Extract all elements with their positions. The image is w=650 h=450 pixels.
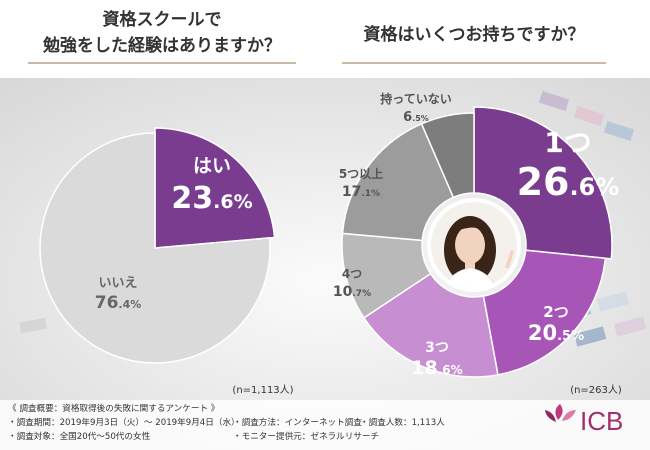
pie-slice-count-0: [473, 106, 613, 260]
slice-label-school-1: いいえ: [98, 276, 137, 291]
logo-petal-icon-3: [545, 410, 556, 422]
survey-period: ・調査期間：2019年9月3日（火）～ 2019年9月4日（水）: [8, 416, 240, 428]
slice-label-count-0: 1つ: [544, 126, 591, 159]
pie-slice-count-4: [341, 122, 455, 242]
slice-label-count-3: 4つ: [342, 267, 362, 281]
survey-heading: 《 調査概要：資格取得後の失敗に関するアンケート 》: [8, 402, 219, 414]
slice-label-count-5: 持っていない: [380, 91, 451, 106]
pie-slice-count-1: [482, 249, 607, 376]
footer-panel: [0, 400, 650, 450]
survey-count: ・調査人数：1,113人: [360, 416, 445, 428]
slice-value-school-1: 76.4%: [95, 293, 142, 313]
slice-value-count-4: 17.1%: [342, 184, 380, 200]
slice-label-count-4: 5つ以上: [339, 166, 383, 181]
pie-slice-school-0: [154, 127, 276, 249]
logo-petal-icon: [555, 404, 563, 420]
pie-slice-count-5: [420, 112, 475, 199]
right-sample-size: (n=263人): [570, 384, 622, 396]
survey-target: ・調査対象：全国20代～50代の女性: [8, 430, 151, 442]
slice-value-school-0: 23.6%: [171, 181, 252, 216]
slice-value-count-3: 10.7%: [333, 284, 371, 300]
slice-label-count-2: 3つ: [425, 340, 449, 356]
slice-value-count-5: 6.5%: [403, 110, 429, 125]
right-title: 資格はいくつお持ちですか？: [364, 24, 585, 45]
slice-value-count-1: 20.5%: [528, 321, 584, 345]
pie-chart-school-experience: はい 23.6% いいえ 76.4%: [39, 127, 276, 364]
survey-provider: ・モニター提供元：ゼネラルリサーチ: [233, 430, 379, 442]
header-band: [0, 0, 650, 78]
left-title-line1: 資格スクールで: [103, 9, 222, 30]
icb-logo: ICB: [545, 404, 623, 436]
brand-name: ICB: [580, 406, 623, 436]
survey-method: ・調査方法：インターネット調査: [233, 416, 362, 428]
left-title-line2: 勉強をした経験はありますか？: [42, 35, 281, 56]
logo-petal-icon-2: [562, 410, 576, 421]
slice-label-count-1: 2つ: [543, 303, 568, 321]
woman-photo: [427, 198, 521, 292]
pointing-hand: [505, 250, 514, 268]
pie-slice-school-1: [39, 132, 271, 364]
pie-slice-count-2: [362, 272, 499, 378]
slice-label-school-0: はい: [193, 155, 231, 177]
left-sample-size: (n=1,113人): [232, 384, 293, 396]
slice-value-count-0: 26.6%: [517, 160, 620, 204]
slice-value-count-2: 18.6%: [411, 357, 462, 379]
